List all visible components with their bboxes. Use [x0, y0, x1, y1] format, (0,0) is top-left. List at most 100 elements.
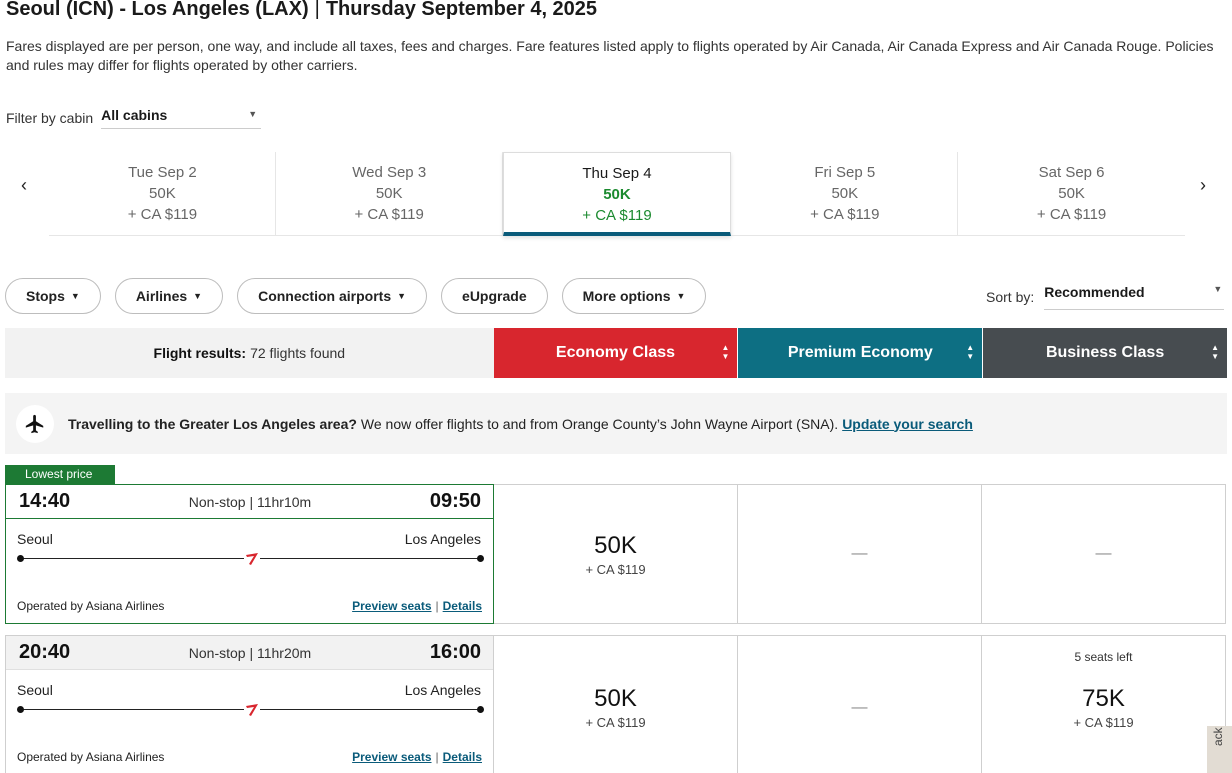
departure-time: 20:40: [19, 641, 71, 663]
date-card-points: 50K: [1058, 185, 1085, 202]
date-card-sep-2[interactable]: Tue Sep 2 50K + CA $119: [49, 152, 276, 236]
date-title: Thursday September 4, 2025: [325, 0, 598, 20]
date-card-points: 50K: [603, 186, 631, 203]
flight-links: Preview seats | Details: [352, 750, 482, 764]
flight-info[interactable]: 14:40 Non-stop | 11hr10m 09:50 Seoul Los…: [5, 484, 494, 624]
fare-cash: + CA $119: [585, 561, 646, 577]
departure-time: 14:40: [19, 490, 71, 512]
chevron-down-icon: ▼: [1213, 284, 1223, 294]
date-card-cash: + CA $119: [582, 207, 652, 224]
date-card-cash: + CA $119: [354, 206, 424, 223]
chevron-down-icon: ▼: [248, 109, 258, 119]
prev-dates-button[interactable]: ‹: [21, 175, 27, 196]
sna-notice-banner: Travelling to the Greater Los Angeles ar…: [5, 393, 1227, 454]
flight-footer: Operated by Asiana Airlines Preview seat…: [17, 750, 482, 764]
flight-links: Preview seats | Details: [352, 599, 482, 613]
caret-down-icon: ▼: [193, 291, 203, 301]
operator-text: Operated by Asiana Airlines: [17, 750, 165, 764]
fare-cash: + CA $119: [1073, 715, 1134, 730]
caret-down-icon: ▼: [397, 291, 407, 301]
connection-airports-filter-button[interactable]: Connection airports ▼: [237, 278, 428, 314]
origin-city: Seoul: [17, 682, 53, 698]
destination-dot: [477, 706, 484, 713]
date-card-cash: + CA $119: [810, 206, 880, 223]
flight-duration: Non-stop | 11hr20m: [188, 644, 312, 661]
date-card-points: 50K: [375, 185, 403, 202]
eupgrade-filter-button[interactable]: eUpgrade: [441, 278, 548, 314]
more-options-button[interactable]: More options ▼: [561, 278, 707, 314]
cabin-filter-value: All cabins: [101, 107, 168, 123]
chevron-left-icon: ‹: [21, 175, 27, 195]
filter-bar: Stops ▼ Airlines ▼ Connection airports ▼…: [5, 278, 707, 314]
business-fare-cell[interactable]: 5 seats left 75K + CA $119: [982, 635, 1226, 773]
date-card-date: Sat Sep 6: [1038, 164, 1105, 181]
flight-footer: Operated by Asiana Airlines Preview seat…: [17, 599, 482, 613]
route-line: [17, 702, 484, 718]
date-card-date: Thu Sep 4: [582, 165, 652, 182]
economy-class-column-header[interactable]: Economy Class ▲ ▼: [493, 328, 738, 378]
feedback-tab[interactable]: ack: [1207, 726, 1232, 773]
route-title: Seoul (ICN) - Los Angeles (LAX): [6, 0, 309, 20]
fare-points: 50K: [594, 531, 637, 559]
fare-points: 75K: [1082, 685, 1125, 712]
premium-fare-cell: —: [738, 484, 982, 624]
date-card-sep-3[interactable]: Wed Sep 3 50K + CA $119: [275, 152, 503, 236]
notice-heading: Travelling to the Greater Los Angeles ar…: [68, 415, 357, 432]
economy-class-label: Economy Class: [555, 344, 676, 361]
caret-down-icon: ▼: [676, 291, 686, 301]
asiana-logo-icon: [244, 551, 260, 567]
destination-city: Los Angeles: [404, 682, 481, 698]
plane-icon: [16, 404, 54, 443]
cabin-filter-label: Filter by cabin: [6, 110, 94, 126]
sort-select[interactable]: Recommended ▼: [1044, 284, 1225, 310]
details-link[interactable]: Details: [442, 599, 482, 613]
fare-unavailable: —: [851, 545, 868, 562]
date-card-sep-6[interactable]: Sat Sep 6 50K + CA $119: [958, 152, 1185, 236]
date-card-points: 50K: [831, 185, 859, 202]
economy-fare-cell[interactable]: 50K + CA $119: [494, 635, 738, 773]
date-card-sep-5[interactable]: Fri Sep 5 50K + CA $119: [731, 152, 959, 236]
seats-left-text: 5 seats left: [1074, 650, 1133, 664]
preview-seats-link[interactable]: Preview seats: [352, 599, 432, 613]
date-card-sep-4-selected[interactable]: Thu Sep 4 50K + CA $119: [502, 152, 732, 236]
flight-results-count: Flight results: 72 flights found: [5, 328, 494, 378]
airlines-filter-button[interactable]: Airlines ▼: [114, 278, 224, 314]
flight-cities: Seoul Los Angeles: [6, 519, 493, 547]
sort-arrows-icon: ▲ ▼: [966, 343, 975, 361]
premium-economy-column-header[interactable]: Premium Economy ▲ ▼: [738, 328, 983, 378]
fare-points: 50K: [594, 685, 637, 712]
next-dates-button[interactable]: ›: [1200, 175, 1206, 196]
connection-airports-filter-label: Connection airports: [258, 288, 392, 304]
premium-economy-label: Premium Economy: [787, 344, 933, 361]
sort-label: Sort by:: [986, 289, 1035, 305]
fare-unavailable: —: [1095, 545, 1112, 562]
economy-fare-cell[interactable]: 50K + CA $119: [494, 484, 738, 624]
chevron-right-icon: ›: [1200, 175, 1206, 195]
cabin-filter-select[interactable]: All cabins ▼: [101, 107, 262, 129]
destination-city: Los Angeles: [404, 531, 481, 547]
premium-fare-cell: —: [738, 635, 982, 773]
cabin-filter: Filter by cabin All cabins ▼: [6, 107, 262, 129]
asiana-logo-icon: [244, 702, 260, 718]
update-search-link[interactable]: Update your search: [842, 415, 973, 432]
date-card-cash: + CA $119: [127, 206, 198, 223]
business-class-column-header[interactable]: Business Class ▲ ▼: [983, 328, 1227, 378]
flight-results-value: 72 flights found: [250, 345, 346, 361]
flight-times: 14:40 Non-stop | 11hr10m 09:50: [6, 485, 493, 519]
flight-duration: Non-stop | 11hr10m: [188, 493, 312, 510]
sort-arrows-icon: ▲ ▼: [1211, 343, 1219, 361]
business-class-label: Business Class: [1045, 344, 1165, 361]
preview-seats-link[interactable]: Preview seats: [352, 750, 432, 764]
flight-times: 20:40 Non-stop | 11hr20m 16:00: [6, 636, 493, 670]
flight-row: 20:40 Non-stop | 11hr20m 16:00 Seoul Los…: [5, 635, 1227, 773]
flight-info[interactable]: 20:40 Non-stop | 11hr20m 16:00 Seoul Los…: [5, 635, 494, 773]
lowest-price-badge: Lowest price: [5, 465, 115, 484]
airlines-filter-label: Airlines: [135, 288, 188, 304]
arrival-time: 09:50: [429, 490, 481, 512]
date-strip: Tue Sep 2 50K + CA $119 Wed Sep 3 50K + …: [49, 152, 1185, 236]
arrival-time: 16:00: [429, 641, 481, 663]
details-link[interactable]: Details: [442, 750, 482, 764]
stops-filter-button[interactable]: Stops ▼: [5, 278, 101, 314]
origin-dot: [17, 555, 24, 562]
fare-disclaimer: Fares displayed are per person, one way,…: [6, 38, 1214, 73]
